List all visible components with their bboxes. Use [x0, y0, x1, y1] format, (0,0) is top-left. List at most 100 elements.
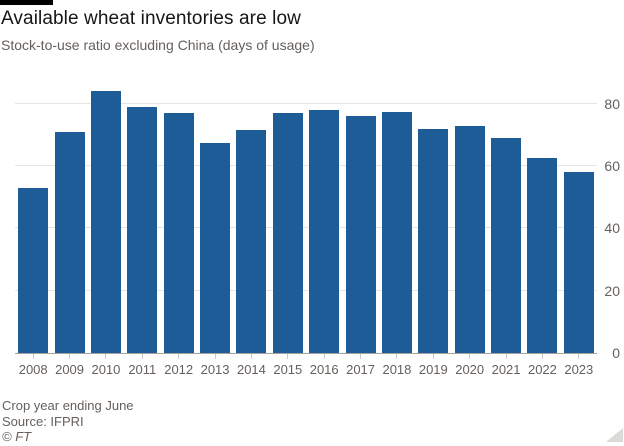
x-tick-mark [105, 354, 107, 359]
x-tick-mark [214, 354, 216, 359]
bar-slot [452, 85, 488, 353]
x-tick-label: 2012 [164, 362, 194, 377]
bar-2016 [309, 109, 340, 353]
bar-slot [270, 85, 306, 353]
bar-2017 [345, 116, 376, 353]
x-axis-slot: 2016 [306, 354, 342, 377]
chart-source: Source: IFPRI [2, 414, 84, 429]
bar-2010 [90, 91, 121, 353]
resize-corner-icon [606, 428, 623, 442]
x-axis-slot: 2008 [15, 354, 51, 377]
bar-slot [15, 85, 51, 353]
x-tick-label: 2018 [382, 362, 412, 377]
x-tick-mark [360, 354, 362, 359]
x-tick-label: 2013 [200, 362, 230, 377]
bar-slot [342, 85, 378, 353]
x-tick-mark [32, 354, 34, 359]
x-axis-slot: 2021 [488, 354, 524, 377]
x-tick-mark [432, 354, 434, 359]
x-tick-label: 2023 [564, 362, 594, 377]
gridline [15, 165, 597, 167]
x-tick-label: 2008 [18, 362, 48, 377]
x-tick-label: 2010 [91, 362, 121, 377]
x-tick-mark [287, 354, 289, 359]
x-axis-slot: 2020 [452, 354, 488, 377]
gridline [15, 102, 597, 104]
x-tick-label: 2017 [346, 362, 376, 377]
x-axis-slot: 2010 [88, 354, 124, 377]
bar-slot [415, 85, 451, 353]
x-tick-label: 2011 [128, 362, 157, 377]
x-tick-label: 2021 [491, 362, 521, 377]
bar-2009 [54, 131, 85, 353]
chart-title: Available wheat inventories are low [1, 8, 301, 29]
bar-slot [524, 85, 560, 353]
x-tick-mark [505, 354, 507, 359]
x-tick-mark [469, 354, 471, 359]
x-tick-label: 2014 [236, 362, 266, 377]
bar-2019 [418, 128, 449, 353]
x-tick-mark [178, 354, 180, 359]
x-tick-mark [541, 354, 543, 359]
bar-slot [51, 85, 87, 353]
x-axis-slot: 2013 [197, 354, 233, 377]
gridline [15, 289, 597, 291]
bar-slot [233, 85, 269, 353]
x-axis-slot: 2014 [233, 354, 269, 377]
bar-slot [306, 85, 342, 353]
title-accent-bar [0, 0, 53, 5]
y-tick-label: 20 [604, 282, 620, 299]
x-tick-mark [69, 354, 71, 359]
x-tick-label: 2020 [455, 362, 485, 377]
bar-slot [197, 85, 233, 353]
bar-2011 [127, 106, 158, 353]
y-tick-label: 40 [604, 220, 620, 237]
x-tick-label: 2009 [55, 362, 85, 377]
x-axis-slot: 2018 [379, 354, 415, 377]
bar-2013 [200, 142, 231, 353]
gridline [15, 227, 597, 229]
x-axis-slot: 2022 [524, 354, 560, 377]
bar-2020 [454, 125, 485, 353]
bar-2021 [491, 137, 522, 353]
bar-2008 [18, 187, 49, 353]
bar-slot [379, 85, 415, 353]
y-tick-label: 0 [612, 345, 620, 361]
x-tick-label: 2022 [527, 362, 557, 377]
bar-slot [88, 85, 124, 353]
chart-note: Crop year ending June [2, 398, 134, 413]
x-axis-labels: 2008 2009 2010 2011 2012 2013 2014 2015 2016 2017… [15, 354, 597, 377]
x-axis-slot: 2011 [124, 354, 160, 377]
x-tick-mark [250, 354, 252, 359]
y-axis-labels: 0 20 40 60 80 [597, 85, 622, 361]
y-tick-label: 80 [604, 95, 620, 112]
chart-subtitle: Stock-to-use ratio excluding China (days… [1, 37, 315, 53]
bar-2015 [272, 113, 303, 353]
x-tick-mark [141, 354, 143, 359]
x-axis-slot: 2012 [161, 354, 197, 377]
x-axis-slot: 2009 [51, 354, 87, 377]
x-tick-label: 2019 [418, 362, 448, 377]
ft-copyright: © FT [2, 429, 32, 444]
bar-slot [488, 85, 524, 353]
bar-slot [124, 85, 160, 353]
x-tick-label: 2016 [309, 362, 339, 377]
bar-2018 [381, 111, 412, 353]
x-tick-mark [578, 354, 580, 359]
y-tick-label: 60 [604, 158, 620, 175]
bar-2022 [527, 158, 558, 353]
x-axis-slot: 2015 [270, 354, 306, 377]
plot-area [15, 85, 597, 354]
x-axis-slot: 2023 [561, 354, 597, 377]
bar-slot [561, 85, 597, 353]
bar-slot [161, 85, 197, 353]
bar-2012 [163, 113, 194, 353]
x-axis-slot: 2019 [415, 354, 451, 377]
x-tick-label: 2015 [273, 362, 303, 377]
bar-series [15, 85, 597, 353]
x-tick-mark [323, 354, 325, 359]
bar-2023 [563, 172, 594, 353]
bar-2014 [236, 130, 267, 353]
x-axis-slot: 2017 [342, 354, 378, 377]
